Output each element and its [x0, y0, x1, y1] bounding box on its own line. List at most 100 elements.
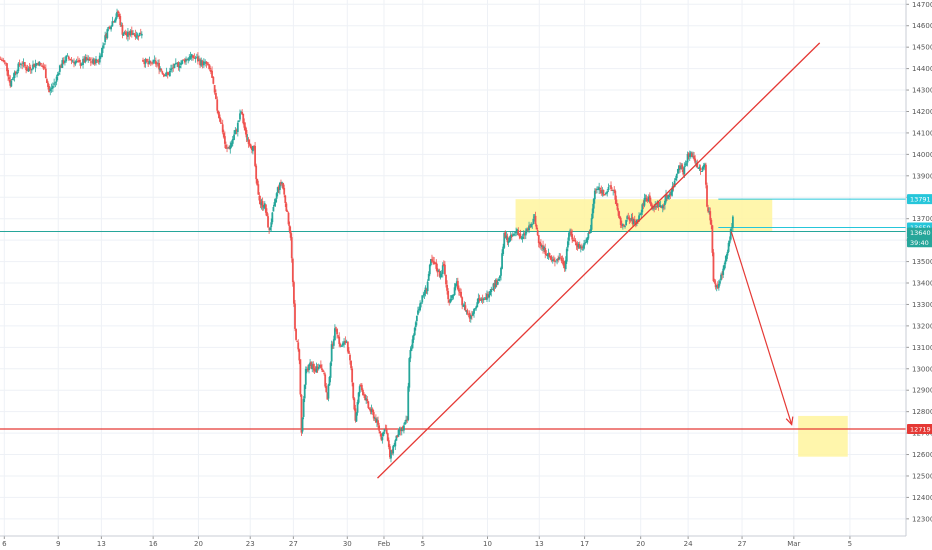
candle-body [115, 17, 117, 21]
candle-body [502, 246, 505, 255]
candle-body [97, 61, 100, 62]
candle-body [508, 237, 511, 243]
candle-body [510, 235, 513, 237]
candle-body [30, 69, 33, 71]
candle-body [120, 25, 123, 27]
candle-body [645, 198, 648, 202]
candle-body [201, 61, 204, 66]
candle-body [7, 70, 9, 77]
candle-body [113, 20, 116, 23]
time-tick-label: Feb [378, 540, 391, 548]
candle-body [197, 56, 199, 62]
candle-body [312, 363, 315, 369]
candle-body [291, 258, 294, 283]
candle-body [122, 33, 125, 36]
candle-body [507, 240, 510, 243]
price-tick-label: 12600 [912, 451, 932, 459]
time-tick-label: 9 [56, 540, 60, 548]
candle-body [463, 304, 466, 307]
candle-body [731, 216, 734, 228]
candle-body [116, 11, 118, 18]
candle-body [112, 21, 115, 23]
time-axis[interactable]: 6 9 13 16 20 23 27 30 Feb 5 10 13 17 20 24 27 Mar 5 [0, 535, 906, 548]
candle-body [571, 234, 574, 240]
candle-body [400, 427, 403, 431]
candle-body [662, 205, 665, 206]
time-tick-label: 27 [289, 540, 298, 548]
candle-body [544, 247, 547, 254]
candle-body [344, 340, 347, 344]
candle-body [377, 420, 379, 425]
candle-body [380, 433, 383, 440]
candle-body [433, 261, 436, 265]
candle-body [605, 192, 607, 195]
candle-body [314, 369, 317, 372]
candle-body [345, 341, 348, 343]
candle-body [686, 154, 689, 163]
candle-body [253, 146, 255, 148]
candle-body [74, 61, 77, 65]
candle-body [515, 231, 517, 233]
candle-body [618, 215, 621, 219]
price-tick-label: 13200 [912, 322, 932, 330]
price-tick-label: 13700 [912, 215, 932, 223]
time-tick-label: 20 [194, 540, 203, 548]
candle-body [476, 302, 479, 308]
candle-body [8, 77, 11, 80]
candle-body [669, 193, 672, 196]
candle-body [61, 60, 64, 68]
candle-body [242, 113, 245, 124]
price-tick-label: 12900 [912, 387, 932, 395]
candle-body [160, 69, 163, 71]
time-tick-label: 16 [149, 540, 158, 548]
candle-body [545, 253, 548, 256]
candle-body [162, 73, 165, 75]
candle-body [664, 200, 666, 205]
time-tick-label: 10 [483, 540, 492, 548]
time-tick-label: Mar [787, 540, 800, 548]
candle-body [696, 162, 699, 168]
candle-body [474, 308, 477, 310]
candle-body [641, 204, 644, 213]
candle-body [665, 194, 667, 202]
candle-body [294, 303, 296, 329]
candle-body [392, 446, 395, 454]
candle-body [163, 74, 166, 77]
candle-body [528, 225, 530, 231]
candle-body [404, 422, 406, 425]
candle-body [436, 268, 439, 273]
candle-body [461, 297, 464, 306]
candle-body [480, 299, 483, 301]
candle-body [161, 71, 164, 74]
candle-body [656, 201, 659, 207]
candle-body [455, 281, 458, 285]
candle-body [55, 76, 58, 82]
candle-body [338, 336, 341, 344]
candle-body [238, 120, 240, 122]
candle-body [647, 196, 650, 202]
price-axis[interactable]: 1230012400125001260012700128001290013000… [905, 0, 932, 536]
candle-body [229, 145, 232, 150]
candle-body [330, 344, 333, 362]
candle-body [488, 294, 491, 298]
candle-body [395, 435, 398, 441]
candle-body [428, 264, 431, 275]
candle-body [192, 55, 194, 58]
candle-body [188, 58, 191, 60]
candle-body [710, 219, 713, 226]
candle-body [20, 63, 22, 65]
candle-body [685, 163, 688, 165]
candle-body [533, 216, 536, 218]
candle-body [682, 169, 685, 175]
candle-body [432, 260, 434, 262]
candle-body [256, 178, 259, 186]
candle-body [276, 187, 279, 193]
candle-body [519, 233, 522, 239]
candle-body [555, 261, 557, 263]
candle-body [481, 298, 484, 301]
candle-body [632, 219, 635, 224]
candle-body [415, 315, 418, 322]
candle-body [231, 139, 234, 144]
time-tick-label: 20 [636, 540, 645, 548]
candle-body [593, 190, 596, 200]
